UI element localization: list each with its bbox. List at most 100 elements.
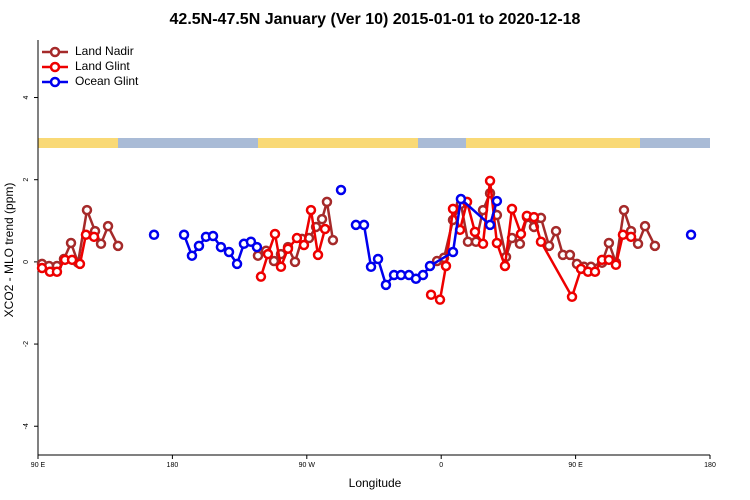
data-point — [589, 266, 601, 277]
x-axis-label: Longitude — [349, 476, 402, 490]
data-point — [80, 229, 92, 241]
y-tick-label: -2 — [23, 341, 30, 347]
data-point — [148, 229, 160, 241]
data-point — [515, 228, 527, 240]
data-point — [186, 250, 198, 261]
data-point — [365, 261, 377, 273]
data-point — [417, 269, 429, 281]
data-point — [447, 246, 459, 258]
data-point — [178, 229, 190, 241]
data-point — [305, 204, 317, 216]
data-point — [639, 220, 651, 232]
data-point — [603, 254, 615, 266]
data-point — [321, 196, 333, 208]
legend-label: Land Glint — [75, 59, 130, 73]
data-point — [102, 220, 114, 232]
data-point — [455, 193, 467, 205]
legend-marker — [49, 76, 61, 88]
data-point — [231, 258, 243, 270]
data-point — [424, 260, 436, 272]
x-tick-label: 0 — [439, 462, 443, 469]
data-point — [282, 243, 294, 254]
data-point — [447, 203, 459, 215]
data-point — [289, 256, 301, 268]
data-point — [491, 237, 503, 249]
data-point — [312, 249, 324, 261]
y-tick-label: -4 — [23, 423, 30, 429]
data-point — [535, 236, 547, 247]
data-point — [617, 229, 629, 241]
data-point — [255, 271, 267, 282]
x-tick-label: 90 E — [31, 462, 46, 469]
data-point — [469, 226, 481, 238]
series — [36, 188, 661, 273]
data-point — [74, 258, 86, 270]
data-point — [81, 204, 93, 216]
x-tick-label: 180 — [704, 462, 716, 469]
data-point — [252, 250, 264, 261]
data-point — [223, 246, 235, 258]
x-tick-label: 90 E — [568, 462, 583, 469]
data-point — [649, 240, 661, 252]
land-band — [38, 138, 118, 148]
land-ocean-band — [38, 138, 710, 148]
series — [36, 175, 637, 305]
data-point — [372, 253, 384, 265]
data-point — [625, 231, 637, 243]
data-point — [291, 232, 303, 244]
data-point — [685, 229, 697, 241]
y-tick-label: 0 — [23, 260, 30, 264]
data-point — [425, 289, 437, 301]
legend-label: Ocean Glint — [75, 74, 139, 88]
data-point — [550, 225, 562, 237]
data-point — [193, 240, 205, 252]
y-tick-label: 4 — [23, 95, 30, 99]
data-point — [610, 259, 622, 271]
data-point — [528, 211, 540, 223]
data-point — [462, 236, 474, 247]
data-point — [484, 219, 496, 231]
data-point — [275, 261, 287, 273]
data-point — [269, 228, 281, 240]
legend-label: Land Nadir — [75, 44, 134, 58]
data-point — [491, 195, 503, 207]
data-point — [350, 219, 362, 231]
data-point — [207, 230, 219, 242]
data-point — [298, 239, 310, 251]
data-point — [65, 237, 77, 249]
data-point — [251, 241, 263, 253]
series — [148, 184, 697, 291]
data-point — [36, 262, 48, 274]
x-tick-label: 90 W — [299, 462, 316, 469]
data-point — [358, 219, 370, 231]
data-point — [603, 237, 615, 249]
data-point — [514, 238, 526, 250]
legend-marker — [49, 46, 61, 58]
data-point — [564, 249, 576, 261]
data-point — [112, 240, 124, 252]
data-point — [477, 238, 489, 250]
land-band — [258, 138, 418, 148]
data-point — [566, 291, 578, 303]
data-point — [66, 254, 78, 266]
land-band — [466, 138, 640, 148]
data-point — [618, 204, 630, 216]
data-point — [440, 260, 452, 272]
data-point — [327, 234, 339, 246]
data-point — [316, 213, 328, 225]
data-point — [632, 238, 644, 250]
legend-marker — [49, 61, 61, 73]
data-point — [95, 238, 107, 250]
data-point — [88, 231, 100, 243]
data-point — [335, 184, 347, 196]
data-point — [484, 175, 496, 187]
y-axis-label: XCO2 - MLO trend (ppm) — [2, 183, 16, 318]
data-point — [215, 241, 227, 253]
y-tick-label: 2 — [23, 178, 30, 182]
chart-title: 42.5N-47.5N January (Ver 10) 2015-01-01 … — [170, 11, 581, 28]
data-point — [434, 294, 446, 305]
data-point — [319, 223, 331, 235]
data-point — [380, 279, 392, 291]
